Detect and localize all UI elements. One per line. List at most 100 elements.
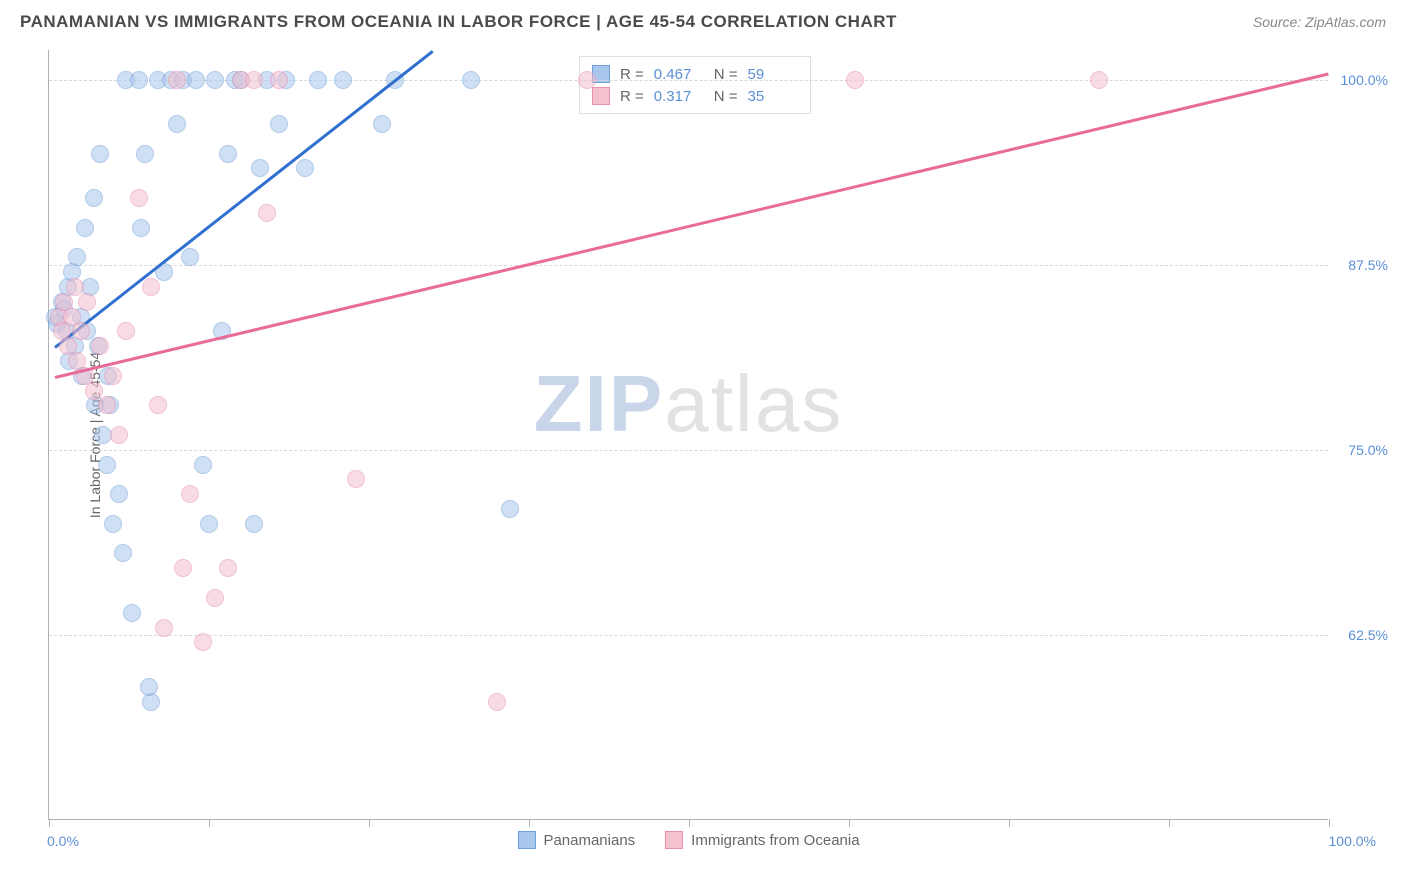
chart-header: PANAMANIAN VS IMMIGRANTS FROM OCEANIA IN… — [0, 0, 1406, 40]
data-point — [149, 396, 167, 414]
legend-swatch — [665, 831, 683, 849]
data-point — [130, 71, 148, 89]
data-point — [206, 71, 224, 89]
data-point — [104, 367, 122, 385]
legend-n-value-2: 35 — [748, 88, 798, 105]
data-point — [296, 159, 314, 177]
gridline — [49, 450, 1328, 451]
data-point — [85, 189, 103, 207]
data-point — [194, 456, 212, 474]
series-legend: Panamanians Immigrants from Oceania — [517, 831, 859, 849]
data-point — [104, 515, 122, 533]
data-point — [91, 337, 109, 355]
data-point — [136, 145, 154, 163]
data-point — [110, 485, 128, 503]
data-point — [72, 322, 90, 340]
data-point — [270, 71, 288, 89]
legend-swatch — [517, 831, 535, 849]
scatter-plot-area: ZIPatlas R = 0.467 N = 59 R = 0.317 N = … — [48, 50, 1328, 820]
gridline — [49, 635, 1328, 636]
data-point — [334, 71, 352, 89]
x-tick — [849, 819, 850, 827]
y-tick-label: 75.0% — [1333, 442, 1388, 458]
y-tick-label: 100.0% — [1333, 72, 1388, 88]
data-point — [66, 278, 84, 296]
data-point — [123, 604, 141, 622]
data-point — [78, 293, 96, 311]
chart-title: PANAMANIAN VS IMMIGRANTS FROM OCEANIA IN… — [20, 12, 897, 32]
data-point — [206, 589, 224, 607]
trend-line — [55, 72, 1329, 378]
x-tick — [49, 819, 50, 827]
data-point — [347, 470, 365, 488]
data-point — [219, 559, 237, 577]
data-point — [117, 322, 135, 340]
data-point — [181, 248, 199, 266]
data-point — [174, 559, 192, 577]
data-point — [200, 515, 218, 533]
correlation-legend: R = 0.467 N = 59 R = 0.317 N = 35 — [579, 56, 811, 114]
data-point — [270, 115, 288, 133]
data-point — [309, 71, 327, 89]
legend-row-series1: R = 0.467 N = 59 — [592, 63, 798, 85]
data-point — [142, 278, 160, 296]
x-axis-max-label: 100.0% — [1329, 833, 1376, 849]
legend-swatch-series2 — [592, 87, 610, 105]
data-point — [462, 71, 480, 89]
x-tick — [689, 819, 690, 827]
legend-n-label: N = — [714, 88, 738, 105]
x-tick — [1329, 819, 1330, 827]
data-point — [76, 219, 94, 237]
data-point — [98, 396, 116, 414]
legend-r-value-2: 0.317 — [654, 88, 704, 105]
data-point — [181, 485, 199, 503]
data-point — [94, 426, 112, 444]
data-point — [91, 145, 109, 163]
data-point — [219, 145, 237, 163]
data-point — [110, 426, 128, 444]
legend-r-label: R = — [620, 88, 644, 105]
legend-row-series2: R = 0.317 N = 35 — [592, 85, 798, 107]
y-tick-label: 62.5% — [1333, 627, 1388, 643]
data-point — [373, 115, 391, 133]
x-axis-min-label: 0.0% — [47, 833, 79, 849]
x-tick — [1009, 819, 1010, 827]
watermark-atlas: atlas — [664, 359, 843, 448]
data-point — [168, 115, 186, 133]
data-point — [846, 71, 864, 89]
data-point — [488, 693, 506, 711]
data-point — [501, 500, 519, 518]
data-point — [130, 189, 148, 207]
y-tick-label: 87.5% — [1333, 257, 1388, 273]
plot-container: In Labor Force | Age 45-54 ZIPatlas R = … — [48, 50, 1378, 820]
data-point — [251, 159, 269, 177]
data-point — [168, 71, 186, 89]
data-point — [194, 633, 212, 651]
data-point — [140, 678, 158, 696]
data-point — [258, 204, 276, 222]
data-point — [98, 456, 116, 474]
data-point — [114, 544, 132, 562]
x-tick — [1169, 819, 1170, 827]
watermark-zip: ZIP — [534, 359, 664, 448]
source-prefix: Source: — [1253, 14, 1305, 30]
trend-line — [54, 50, 433, 349]
data-point — [187, 71, 205, 89]
data-point — [132, 219, 150, 237]
data-point — [155, 619, 173, 637]
legend-label: Immigrants from Oceania — [691, 832, 859, 849]
data-point — [245, 71, 263, 89]
legend-label: Panamanians — [543, 832, 635, 849]
data-point — [85, 382, 103, 400]
data-point — [68, 248, 86, 266]
data-point — [578, 71, 596, 89]
source-attribution: Source: ZipAtlas.com — [1253, 14, 1386, 30]
legend-item: Panamanians — [517, 831, 635, 849]
gridline — [49, 265, 1328, 266]
watermark: ZIPatlas — [534, 358, 843, 450]
data-point — [1090, 71, 1108, 89]
source-name: ZipAtlas.com — [1305, 14, 1386, 30]
data-point — [245, 515, 263, 533]
x-tick — [209, 819, 210, 827]
x-tick — [369, 819, 370, 827]
